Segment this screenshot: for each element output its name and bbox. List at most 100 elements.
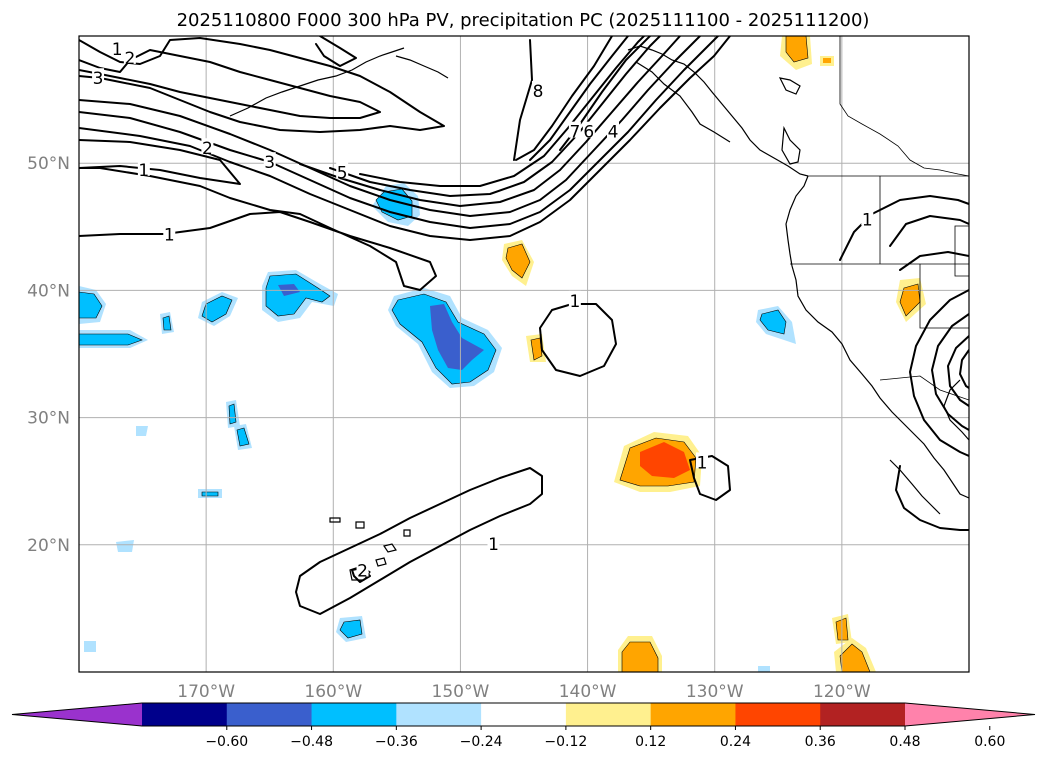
lat-tick-label: 30°N xyxy=(27,409,70,429)
contour-label-halo xyxy=(607,121,619,138)
pv-contour-14 xyxy=(79,49,381,119)
colorbar-label: 0.48 xyxy=(889,734,920,750)
coastline-segment xyxy=(889,459,941,515)
pv-contour-15 xyxy=(315,36,357,67)
pv-contour-19 xyxy=(689,455,731,501)
contour-label-halo xyxy=(163,224,176,241)
coastline-segment xyxy=(627,45,809,177)
contour-label: 3 xyxy=(93,69,104,89)
colorbar-segment xyxy=(142,703,228,726)
hawaii-island xyxy=(329,517,341,523)
pv-contour-4 xyxy=(79,36,701,217)
colorbar-label: 0.24 xyxy=(720,734,751,750)
precip-shade-12 xyxy=(79,333,143,346)
contour-label: 2 xyxy=(124,49,135,69)
colorbar-label: −0.36 xyxy=(375,734,418,750)
colorbar-label: −0.24 xyxy=(460,734,503,750)
hawaii-island xyxy=(383,543,397,553)
precip-shade-16 xyxy=(162,315,172,331)
pv-contour-13 xyxy=(79,37,445,133)
colorbar-label: 0.60 xyxy=(974,734,1005,750)
contour-label-halo xyxy=(568,121,581,138)
precip-shade-29 xyxy=(759,309,787,335)
border-line xyxy=(879,375,969,401)
contour-label-halo xyxy=(582,121,595,138)
precip-shade-27 xyxy=(339,619,363,639)
pv-contour-5 xyxy=(299,36,681,207)
contour-label: 1 xyxy=(697,453,708,473)
contour-label: 1 xyxy=(569,292,580,312)
precip-shade-4 xyxy=(265,273,331,317)
precip-shade-14 xyxy=(201,295,233,323)
pv-contour-8 xyxy=(529,36,629,161)
contour-label: 1 xyxy=(862,210,873,230)
contour-label: 2 xyxy=(202,139,213,159)
precip-shade-38 xyxy=(530,337,543,361)
pv-contour-24 xyxy=(931,313,969,431)
precip-shade-24 xyxy=(84,641,96,652)
colorbar-segment xyxy=(820,703,906,726)
contour-label: 3 xyxy=(264,153,275,173)
contour-label-halo xyxy=(201,138,214,155)
contour-label-halo xyxy=(92,68,105,85)
pv-contour-6 xyxy=(329,36,661,197)
contour-label-halo xyxy=(263,152,276,169)
map-frame xyxy=(78,35,970,673)
pv-contour-16 xyxy=(539,303,617,377)
lon-tick-label: 160°W xyxy=(304,682,362,702)
colorbar-label: −0.48 xyxy=(290,734,333,750)
precip-shade-40 xyxy=(899,283,921,317)
coastline-segment xyxy=(635,61,731,143)
contour-label: 6 xyxy=(583,123,594,143)
contour-label-halo xyxy=(861,209,874,226)
pv-contour-22 xyxy=(899,251,969,271)
lon-tick-label: 170°W xyxy=(177,682,235,702)
pv-contour-11 xyxy=(513,39,533,161)
colorbar-label: −0.12 xyxy=(544,734,587,750)
colorbar-segment xyxy=(650,703,736,726)
pv-contour-12 xyxy=(79,139,241,185)
contour-label: 4 xyxy=(608,123,619,143)
colorbar-label: 0.12 xyxy=(635,734,666,750)
map-title: 2025110800 F000 300 hPa PV, precipitatio… xyxy=(177,10,870,31)
pv-contour-3 xyxy=(79,36,719,229)
political-borders xyxy=(790,36,969,401)
precip-shade-36 xyxy=(505,243,531,279)
coastline-segment xyxy=(785,175,969,499)
lat-tick-label: 20°N xyxy=(27,536,70,556)
contour-label-halo xyxy=(356,560,369,577)
latitude-tick-labels: 50°N 40°N 30°N 20°N xyxy=(27,154,70,556)
coastline-segment xyxy=(781,125,801,165)
colorbar-segment xyxy=(396,703,482,726)
precip-shade-32 xyxy=(785,36,809,63)
contour-label: 7 xyxy=(569,123,580,143)
contour-label-halo xyxy=(696,452,708,469)
contour-label: 1 xyxy=(488,535,499,555)
border-line xyxy=(919,264,969,329)
hawaii-island xyxy=(375,557,387,567)
contour-label-halo xyxy=(531,80,544,97)
coastline-segment xyxy=(395,55,449,79)
contour-label: 1 xyxy=(112,40,123,60)
contour-label-halo xyxy=(487,533,500,550)
pv-contour-1 xyxy=(79,167,437,291)
pv-contour-26 xyxy=(959,349,969,389)
contour-label-halo xyxy=(111,38,124,55)
colorbar-segment xyxy=(481,703,567,726)
gridlines xyxy=(79,36,969,672)
lon-tick-label: 140°W xyxy=(559,682,617,702)
hawaii-island xyxy=(355,521,365,529)
border-line xyxy=(839,36,969,177)
lat-tick-label: 40°N xyxy=(27,281,70,301)
contour-label: 1 xyxy=(164,226,175,246)
coastline-segment xyxy=(778,77,801,95)
negative-precip-shading xyxy=(79,183,796,672)
contour-label-halo xyxy=(137,159,150,176)
precip-shade-20 xyxy=(236,427,250,447)
precip-shade-45 xyxy=(621,641,659,672)
pv-contour-9 xyxy=(515,36,613,161)
precip-shade-43 xyxy=(640,442,690,478)
pv-contour-23 xyxy=(909,289,969,457)
